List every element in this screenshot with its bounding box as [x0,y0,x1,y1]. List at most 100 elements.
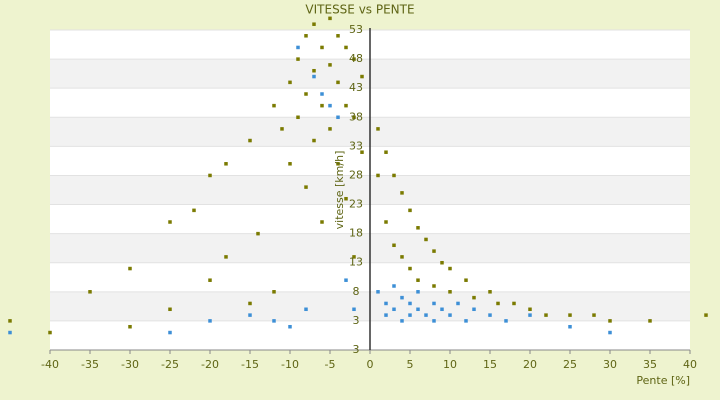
y-tick-label: 28 [349,168,363,181]
point [256,231,260,236]
x-tick-label: -20 [201,358,219,371]
point [248,138,252,143]
x-tick-label: 35 [643,358,657,371]
point [408,266,412,271]
point [336,80,340,85]
point [400,295,404,300]
point [336,115,340,120]
point [248,301,252,306]
point [488,290,492,294]
y-tick-label: 38 [349,110,363,123]
point [448,290,452,294]
point [320,92,324,96]
point [432,249,436,253]
point [352,57,356,61]
point [608,330,612,335]
point [296,57,300,61]
point [496,301,500,306]
point [360,74,364,79]
point [288,80,292,85]
point [360,150,364,154]
point [568,313,572,317]
x-tick-label: -25 [161,358,179,371]
point [320,220,324,224]
point [168,330,172,335]
point [384,301,388,306]
point [128,324,132,329]
point [384,313,388,317]
point [224,162,228,166]
point [384,220,388,224]
point [208,319,212,323]
point [352,115,356,120]
point [296,115,300,120]
point [8,330,12,335]
point [464,319,468,323]
x-tick-label: -30 [121,358,139,371]
point [48,330,52,335]
x-tick-label: 30 [603,358,617,371]
x-tick-label: -35 [81,358,99,371]
x-tick-label: 5 [407,358,414,371]
point [376,127,380,131]
point [312,22,316,26]
y-tick-label: 3 [353,314,360,327]
point [432,301,436,306]
point [320,45,324,50]
point [352,255,356,259]
x-tick-label: -40 [41,358,59,371]
point [528,307,532,312]
point [376,290,380,294]
point [608,319,612,323]
point [592,313,596,317]
point [512,301,516,306]
y-tick-label: 13 [349,256,363,269]
point [272,103,276,108]
point [336,34,340,38]
x-tick-label: -5 [325,358,336,371]
y-axis-label: vitesse [km/h] [333,151,346,230]
point [448,313,452,317]
point [528,313,532,317]
point [392,307,396,312]
y-tick-label: 18 [349,227,363,240]
point [392,243,396,248]
point [296,45,300,50]
point [472,295,476,300]
point [272,319,276,323]
x-tick-label: 40 [683,358,697,371]
point [424,237,428,242]
point [312,68,316,73]
point [304,92,308,96]
point [400,255,404,259]
point [288,324,292,329]
point [384,150,388,154]
point [352,307,356,312]
point [224,255,228,259]
point [88,290,92,294]
point [408,208,412,213]
point [168,307,172,312]
x-tick-label: 20 [523,358,537,371]
point [128,266,132,271]
y-tick-label: 33 [349,139,363,152]
point [320,103,324,108]
point [464,278,468,282]
point [344,45,348,50]
y-tick-label: 48 [349,52,363,65]
point [328,103,332,108]
point [504,319,508,323]
x-tick-label: 0 [367,358,374,371]
point [288,162,292,166]
point [400,319,404,323]
x-tick-label: 15 [483,358,497,371]
point [648,319,652,323]
point [336,162,340,166]
point [328,16,332,21]
point [448,266,452,271]
y-tick-label: 23 [349,198,363,211]
point [456,301,460,306]
x-tick-label: -15 [241,358,259,371]
point [416,290,420,294]
